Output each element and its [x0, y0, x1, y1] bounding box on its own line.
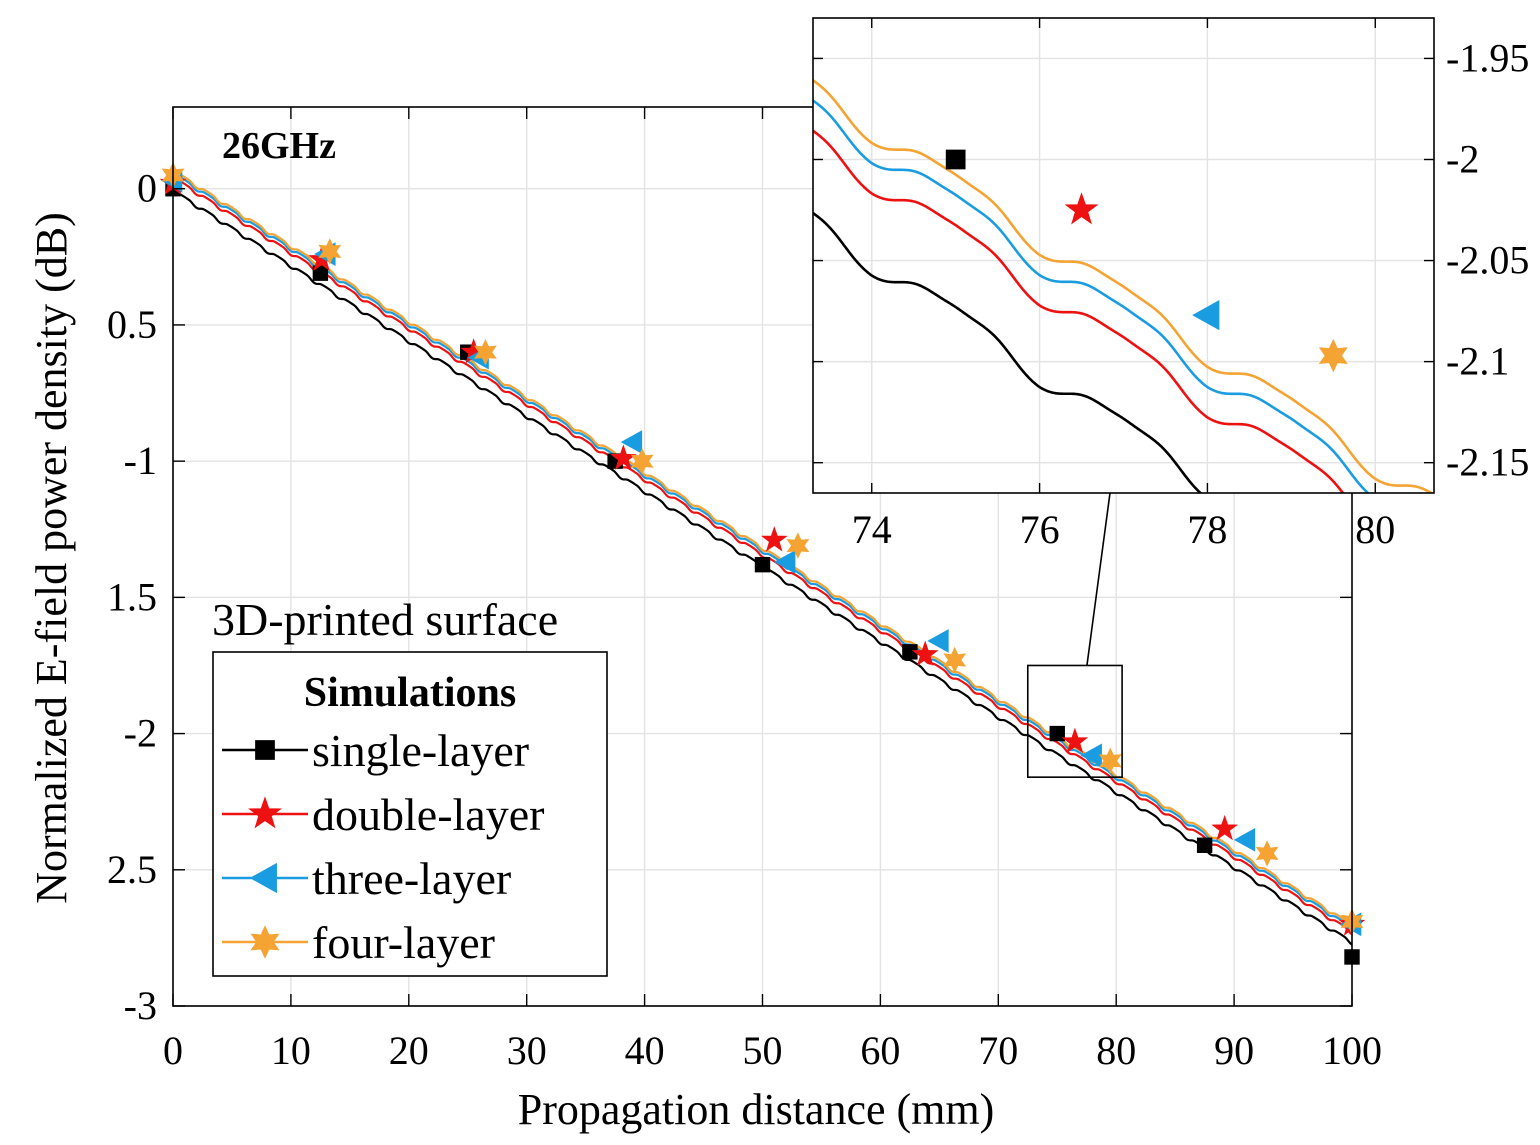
legend-title: Simulations: [304, 670, 516, 716]
inset-x-tick-label: 76: [1020, 507, 1060, 552]
inset-frame: [812, 17, 1435, 494]
main-marker-four-layer: [786, 532, 810, 559]
main-marker-double-layer: [911, 640, 939, 666]
inset-markers: [945, 149, 1348, 373]
inset-y-tick-label: -2.1: [1446, 339, 1509, 384]
inset-line-four-layer: [813, 78, 1434, 493]
main-line-three-layer: [173, 174, 1352, 932]
main-marker-four-layer: [473, 339, 497, 366]
inset-line-double-layer: [813, 129, 1345, 493]
zoom-connector-line: [1086, 492, 1111, 666]
inset-marker-double-layer: [1064, 192, 1099, 225]
main-x-tick-label: 0: [163, 1028, 183, 1073]
inset-line-single-layer: [813, 211, 1203, 493]
main-x-tick-label: 30: [507, 1028, 547, 1073]
main-marker-single-layer: [754, 556, 771, 573]
inset-x-tick-label: 80: [1355, 507, 1395, 552]
main-x-tick-label: 20: [389, 1028, 429, 1073]
inset-line-three-layer: [813, 98, 1370, 493]
x-axis-label: Propagation distance (mm): [518, 1085, 995, 1134]
main-marker-single-layer: [1196, 837, 1213, 853]
main-marker-three-layer: [927, 629, 949, 653]
main-marker-double-layer: [760, 526, 788, 552]
inset-marker-four-layer: [1318, 338, 1348, 373]
main-marker-single-layer: [1049, 725, 1065, 742]
inset-tick-labels: 74 76 78 80 -1.95 -2 -2.05 -2.1 -2.15: [852, 35, 1530, 552]
main-x-tick-label: 90: [1214, 1028, 1254, 1073]
legend-label-double-layer: double-layer: [312, 789, 544, 840]
inset-series: [813, 78, 1434, 493]
frequency-label: 26GHz: [222, 125, 336, 167]
main-y-tick-label: 0: [137, 166, 157, 211]
main-y-tick-label: 0.5: [107, 302, 157, 347]
legend-label-single-layer: single-layer: [312, 725, 529, 776]
inset-marker-three-layer: [1192, 299, 1220, 331]
legend: 3D-printed surface Simulations single-la…: [212, 594, 608, 977]
main-x-tick-label: 100: [1322, 1028, 1382, 1073]
main-grid: [172, 107, 1353, 1007]
main-x-tick-label: 60: [860, 1028, 900, 1073]
inset-x-tick-label: 78: [1187, 507, 1227, 552]
inset-axes: 74 76 78 80 -1.95 -2 -2.05 -2.1 -2.15: [812, 17, 1530, 552]
legend-label-four-layer: four-layer: [312, 917, 495, 968]
main-marker-double-layer: [1211, 814, 1239, 841]
legend-entries: single-layer double-layer three-layer four-…: [222, 725, 544, 968]
legend-marker-four-layer: [250, 925, 280, 959]
main-marker-four-layer: [1098, 747, 1122, 774]
inset-x-tick-label: 74: [852, 507, 892, 552]
legend-marker-double-layer: [248, 796, 282, 829]
legend-surface-label: 3D-printed surface: [212, 594, 558, 645]
main-line-four-layer: [173, 171, 1352, 929]
main-marker-three-layer: [620, 430, 643, 454]
main-x-tick-label: 40: [625, 1028, 665, 1073]
main-marker-three-layer: [1233, 827, 1256, 852]
main-x-tick-label: 80: [1096, 1028, 1136, 1073]
main-marker-double-layer: [610, 444, 637, 470]
main-marker-four-layer: [943, 646, 967, 674]
inset-y-tick-label: -2.05: [1446, 238, 1529, 283]
legend-marker-three-layer: [249, 862, 277, 894]
main-y-tick-label: 2.5: [107, 847, 157, 892]
main-marker-three-layer: [774, 550, 796, 574]
main-x-tick-label: 70: [978, 1028, 1018, 1073]
main-tick-labels: 0 10 20 30 40 50 60 70 80 90 100 0 0.5 -1 1.5 -2 2.5 -3: [107, 166, 1382, 1073]
main-marker-double-layer: [1061, 727, 1089, 754]
inset-y-tick-label: -2: [1446, 136, 1479, 181]
main-marker-four-layer: [318, 238, 342, 265]
y-axis-label: Normalized E-field power density (dB): [27, 212, 76, 904]
main-markers: [159, 161, 1366, 965]
main-y-tick-label: -2: [124, 711, 157, 756]
main-marker-four-layer: [630, 448, 654, 475]
inset-y-tick-label: -2.15: [1446, 440, 1529, 485]
main-y-tick-label: -3: [124, 983, 157, 1028]
main-x-tick-label: 10: [271, 1028, 311, 1073]
main-y-tick-label: 1.5: [107, 574, 157, 619]
zoom-box: [1026, 664, 1123, 778]
legend-marker-single-layer: [255, 740, 275, 760]
inset-y-tick-label: -1.95: [1446, 35, 1529, 80]
main-marker-four-layer: [1255, 840, 1279, 867]
inset-marker-single-layer: [945, 149, 966, 170]
legend-label-three-layer: three-layer: [312, 853, 511, 904]
main-y-tick-label: -1: [124, 438, 157, 483]
inset-ticks: [813, 18, 1434, 493]
inset-plot-area: [813, 18, 1434, 493]
main-x-tick-label: 50: [743, 1028, 783, 1073]
